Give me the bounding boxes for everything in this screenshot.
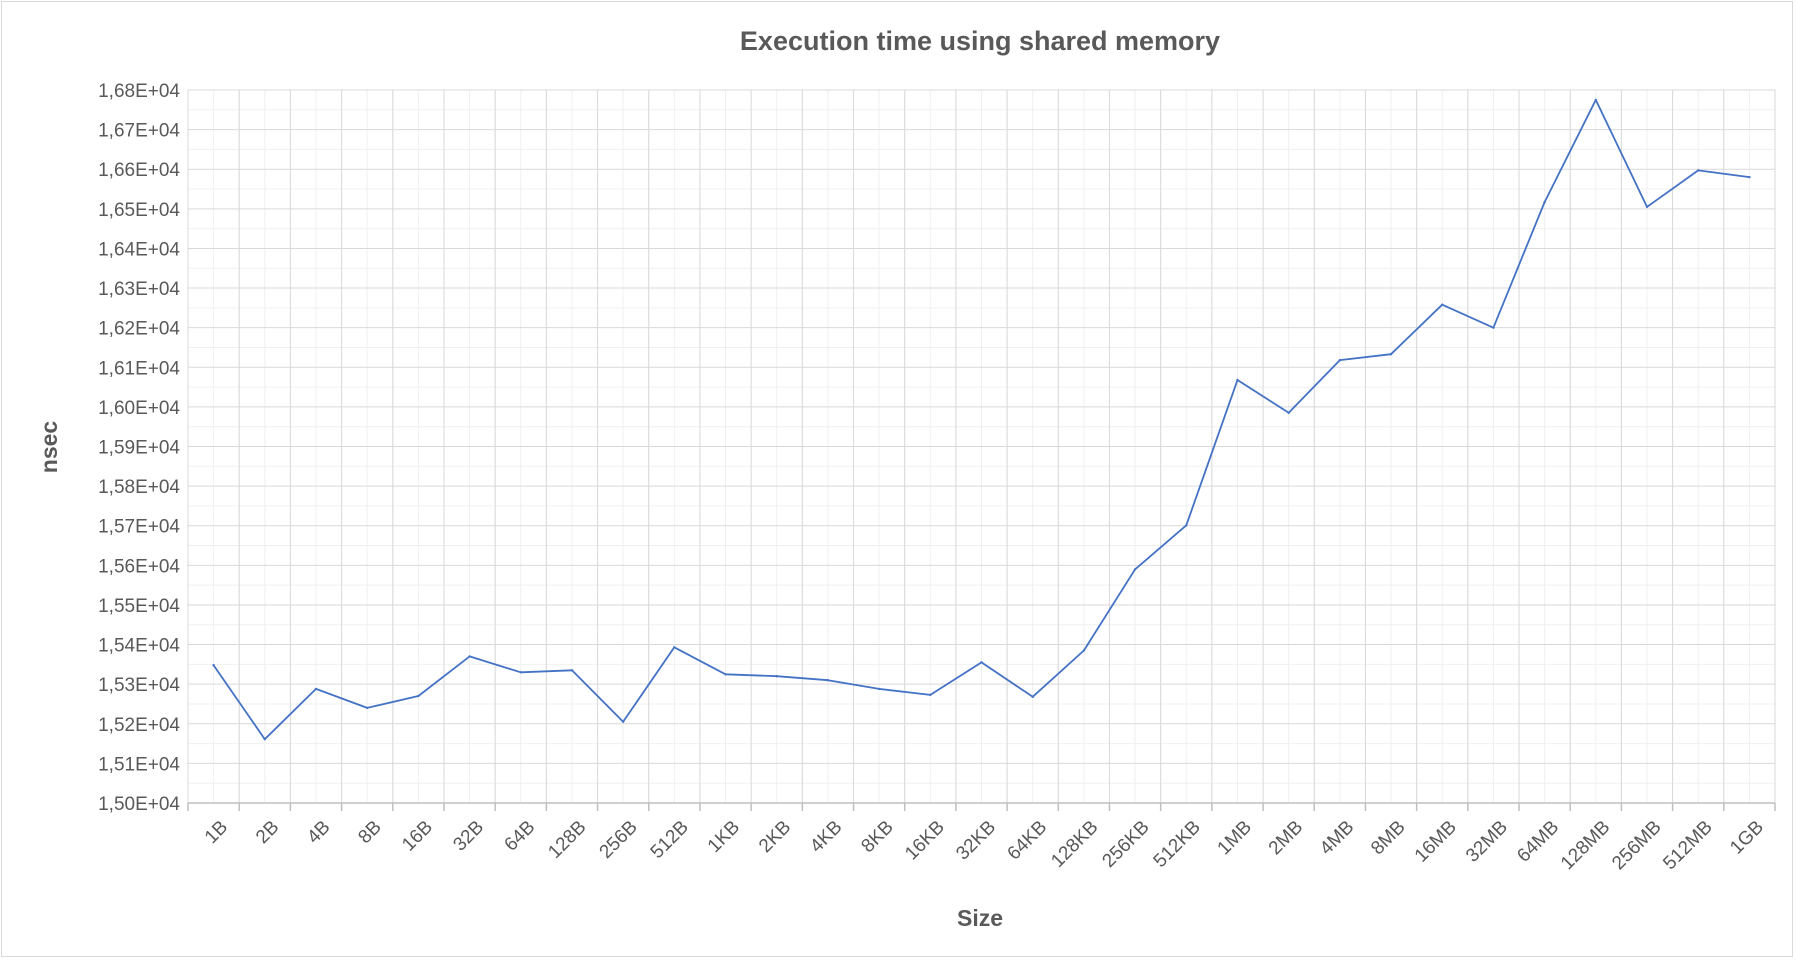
data-point: [1236, 378, 1239, 382]
data-point: [263, 738, 266, 741]
x-tick-label: 32B: [449, 817, 488, 856]
x-tick-label: 32MB: [1462, 817, 1512, 867]
y-tick-label: 1,68E+04: [98, 81, 180, 102]
x-tick-label: 128MB: [1557, 817, 1614, 874]
y-tick-label: 1,59E+04: [98, 438, 180, 459]
y-tick-label: 1,67E+04: [98, 121, 180, 142]
y-tick-label: 1,64E+04: [98, 239, 180, 260]
data-point: [1338, 358, 1342, 362]
x-tick-label: 1KB: [704, 817, 744, 857]
y-axis-ticks: 1,50E+04 1,51E+04 1,52E+04 1,53E+04 1,54E+04…: [98, 81, 180, 815]
data-point: [1287, 411, 1290, 415]
x-tick-label: 32KB: [952, 817, 1000, 865]
y-tick-label: 1,55E+04: [98, 596, 180, 617]
data-point: [212, 663, 215, 667]
data-point: [365, 706, 369, 710]
y-tick-label: 1,52E+04: [98, 715, 180, 736]
y-tick-label: 1,50E+04: [98, 794, 180, 815]
data-point: [468, 655, 471, 658]
x-tick-label: 1MB: [1214, 817, 1256, 859]
x-tick-label: 2B: [252, 817, 283, 848]
y-tick-label: 1,57E+04: [98, 517, 180, 538]
data-point: [1031, 695, 1034, 699]
data-point: [1389, 353, 1393, 356]
x-tick-label: 16KB: [901, 817, 949, 865]
x-tick-label: 8B: [354, 817, 385, 848]
x-axis-title: Size: [957, 905, 1003, 931]
series-layer: [212, 98, 1751, 741]
y-tick-label: 1,66E+04: [98, 160, 180, 181]
x-tick-label: 1GB: [1726, 817, 1768, 859]
data-point: [775, 675, 778, 678]
gridlines: [187, 89, 1776, 804]
x-tick-label: 256KB: [1098, 817, 1153, 872]
data-point: [1697, 169, 1700, 172]
data-point: [314, 687, 318, 691]
data-point: [1441, 303, 1444, 306]
data-point: [1133, 568, 1137, 571]
x-tick-label: 128KB: [1047, 817, 1102, 872]
x-tick-label: 16B: [398, 817, 437, 856]
data-point: [519, 671, 522, 674]
data-point: [1185, 524, 1188, 527]
y-axis-title: nsec: [36, 421, 62, 474]
x-tick-label: 512KB: [1150, 817, 1205, 872]
data-point: [1748, 175, 1751, 179]
y-tick-label: 1,65E+04: [98, 200, 180, 221]
data-point: [570, 669, 574, 672]
data-point: [1645, 205, 1649, 209]
data-point: [980, 661, 983, 664]
y-tick-label: 1,54E+04: [98, 636, 180, 657]
y-tick-label: 1,62E+04: [98, 319, 180, 340]
data-point: [1492, 326, 1495, 329]
x-tick-label: 64KB: [1004, 817, 1052, 865]
data-point: [826, 679, 830, 682]
y-tick-label: 1,58E+04: [98, 477, 180, 498]
x-tick-label: 256MB: [1608, 817, 1665, 874]
x-tick-label: 4B: [303, 817, 334, 848]
x-tick-label: 8KB: [857, 817, 897, 857]
y-tick-label: 1,60E+04: [98, 398, 180, 419]
x-tick-label: 512MB: [1659, 817, 1716, 874]
x-tick-label: 16MB: [1411, 817, 1461, 867]
x-tick-label: 2KB: [755, 817, 795, 857]
data-point: [417, 694, 420, 698]
chart-title: Execution time using shared memory: [740, 26, 1220, 56]
x-tick-label: 4MB: [1316, 817, 1358, 859]
x-tick-label: 512B: [647, 817, 693, 863]
x-tick-label: 8MB: [1367, 817, 1409, 859]
data-point: [1082, 649, 1086, 652]
data-point: [1543, 200, 1546, 204]
data-point: [929, 693, 932, 697]
y-tick-label: 1,61E+04: [98, 358, 180, 379]
x-tick-label: 64B: [501, 817, 540, 856]
x-tick-label: 256B: [596, 817, 642, 863]
data-point: [877, 687, 881, 691]
data-point: [1594, 98, 1598, 102]
y-tick-label: 1,63E+04: [98, 279, 180, 300]
y-tick-label: 1,53E+04: [98, 675, 180, 696]
x-tick-label: 2MB: [1265, 817, 1307, 859]
y-tick-label: 1,51E+04: [98, 754, 180, 775]
y-tick-label: 1,56E+04: [98, 556, 180, 577]
x-tick-label: 128B: [544, 817, 590, 863]
x-tick-label: 4KB: [806, 817, 846, 857]
data-point: [724, 673, 727, 676]
data-point: [673, 646, 676, 649]
x-axis-ticks: 1B 2B 4B 8B 16B 32B 64B 128B 256B 512B 1KB 2KB 4KB 8K…: [187, 803, 1776, 874]
data-point: [621, 720, 625, 723]
x-tick-label: 1B: [201, 817, 232, 848]
